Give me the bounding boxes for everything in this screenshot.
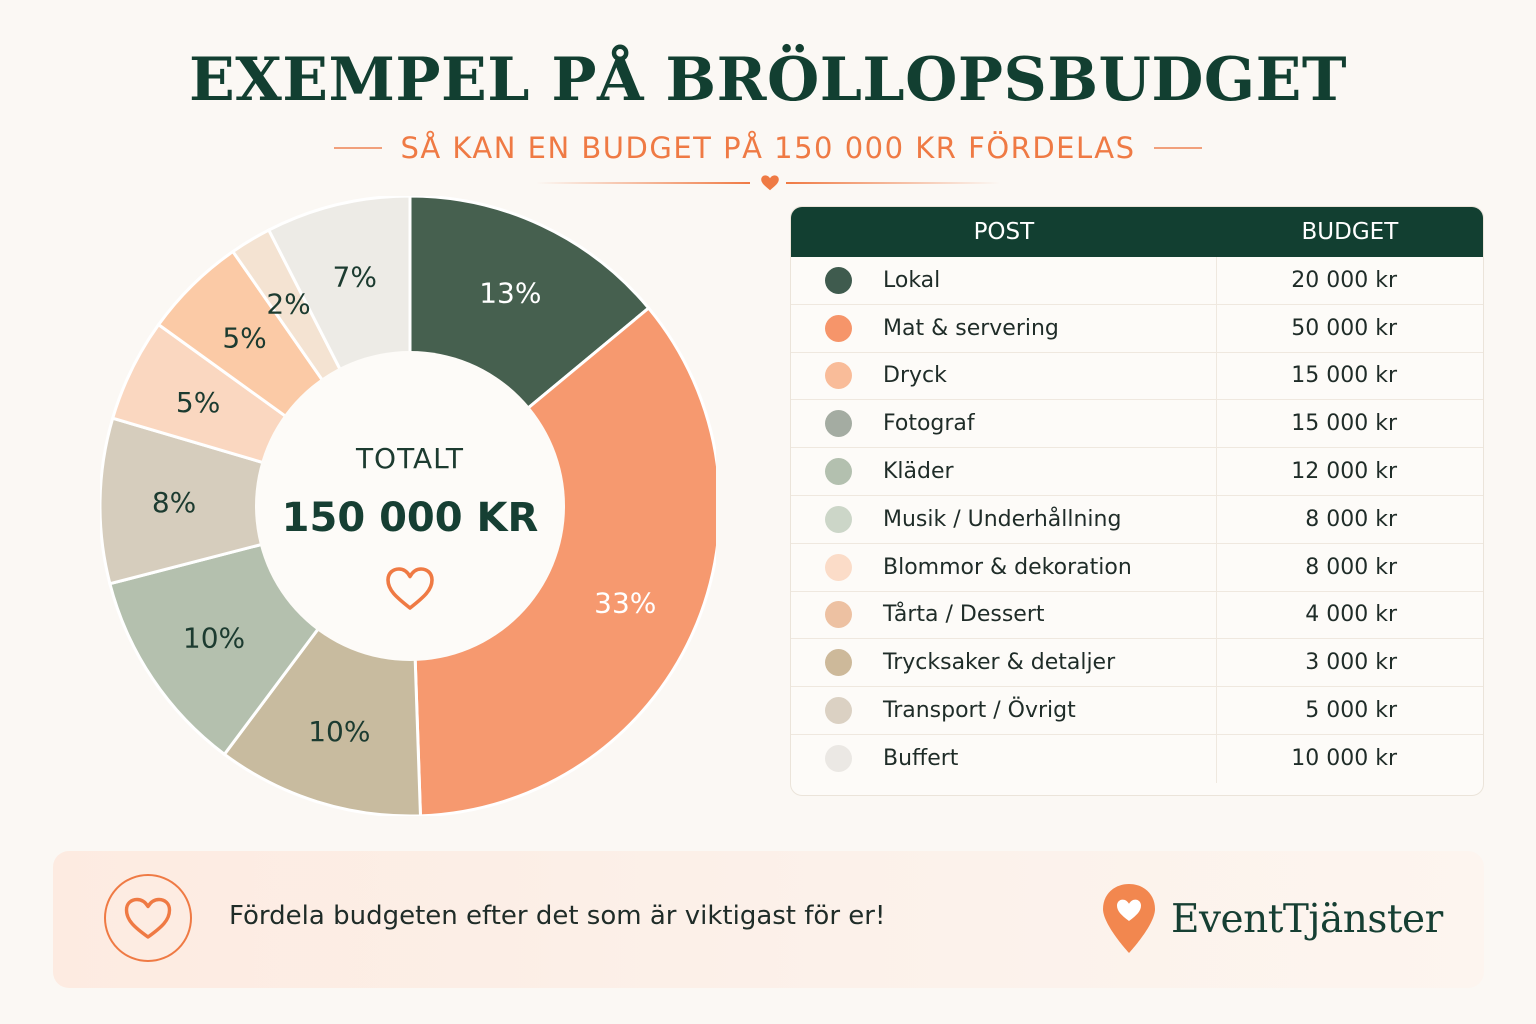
color-dot	[825, 266, 852, 294]
post-label: Kläder	[883, 459, 954, 485]
post-cell: Fotograf	[791, 400, 1217, 448]
budget-amount: 10 000 kr	[1291, 746, 1397, 772]
post-cell: Mat & servering	[791, 304, 1217, 352]
table-header: POST BUDGET	[791, 207, 1483, 257]
color-dot	[825, 553, 852, 581]
slice-percent-label: 2%	[266, 288, 310, 321]
post-label: Transport / Övrigt	[883, 698, 1076, 724]
color-dot	[825, 745, 852, 773]
table-row: Mat & servering 50 000 kr	[791, 304, 1483, 353]
table-row: Blommor & dekoration 8 000 kr	[791, 543, 1483, 592]
table-row: Kläder 12 000 kr	[791, 448, 1483, 496]
budget-amount: 15 000 kr	[1291, 411, 1397, 437]
post-cell: Dryck	[791, 352, 1217, 400]
budget-donut-chart: 13%33%10%10%8%5%5%2%7% TOTALT 150 000 KR	[100, 196, 716, 816]
table-body: Lokal 20 000 kr Mat & servering 50 000 k…	[791, 257, 1483, 783]
budget-amount: 3 000 kr	[1305, 650, 1397, 676]
post-label: Buffert	[883, 746, 959, 772]
post-cell: Kläder	[791, 448, 1217, 495]
budget-amount: 15 000 kr	[1291, 363, 1397, 389]
subtitle-line-right	[1153, 147, 1202, 149]
center-label: TOTALT	[355, 442, 464, 475]
color-dot	[825, 458, 852, 486]
post-label: Dryck	[883, 363, 947, 389]
table-row: Fotograf 15 000 kr	[791, 400, 1483, 449]
subtitle-line-left	[334, 147, 383, 149]
brand-logo: EventTjänster	[1099, 879, 1443, 959]
budget-amount: 4 000 kr	[1305, 602, 1397, 628]
page-title: EXEMPEL PÅ BRÖLLOPSBUDGET	[188, 45, 1348, 115]
slice-percent-label: 13%	[479, 276, 541, 309]
heart-icon	[124, 897, 172, 939]
slice-percent-label: 10%	[183, 622, 245, 655]
post-cell: Tårta / Dessert	[791, 591, 1217, 639]
color-dot	[825, 649, 852, 677]
post-label: Blommor & dekoration	[883, 554, 1132, 580]
heart-icon	[386, 567, 434, 610]
table-row: Dryck 15 000 kr	[791, 352, 1483, 401]
slice-percent-label: 5%	[222, 322, 266, 355]
donut-slice	[408, 305, 716, 816]
color-dot	[825, 697, 852, 725]
heart-icon	[761, 175, 779, 191]
post-label: Lokal	[883, 267, 941, 293]
footer-tagline: Fördela budgeten efter det som är viktig…	[229, 901, 886, 931]
post-cell: Blommor & dekoration	[791, 543, 1217, 591]
budget-amount: 8 000 kr	[1305, 506, 1397, 532]
color-dot	[825, 410, 852, 438]
donut-center	[255, 351, 565, 661]
color-dot	[825, 314, 852, 342]
budget-amount: 12 000 kr	[1291, 459, 1397, 485]
budget-amount: 8 000 kr	[1305, 554, 1397, 580]
color-dot	[825, 505, 852, 533]
post-cell: Trycksaker & detaljer	[791, 639, 1217, 687]
slice-percent-label: 10%	[308, 715, 370, 748]
table-row: Tårta / Dessert 4 000 kr	[791, 591, 1483, 640]
budget-amount: 20 000 kr	[1291, 267, 1397, 293]
budget-table: POST BUDGET Lokal 20 000 kr Mat & server…	[790, 206, 1484, 796]
post-label: Tårta / Dessert	[883, 602, 1045, 628]
slice-percent-label: 8%	[152, 486, 196, 519]
slice-percent-label: 5%	[176, 386, 220, 419]
donut-slice	[100, 416, 416, 586]
footer-heart-badge	[104, 874, 192, 962]
budget-amount: 5 000 kr	[1305, 698, 1397, 724]
color-dot	[825, 601, 852, 629]
budget-amount: 50 000 kr	[1291, 315, 1397, 341]
divider-line-left	[536, 182, 750, 184]
color-dot	[825, 362, 852, 390]
subtitle-row: SÅ KAN EN BUDGET PÅ 150 000 KR FÖRDELAS	[0, 126, 1536, 170]
table-row: Musik / Underhållning 8 000 kr	[791, 495, 1483, 544]
divider-line-right	[786, 182, 1000, 184]
post-label: Trycksaker & detaljer	[883, 650, 1116, 676]
heart-divider	[536, 175, 1000, 191]
table-row: Trycksaker & detaljer 3 000 kr	[791, 639, 1483, 688]
footer-banner: Fördela budgeten efter det som är viktig…	[53, 851, 1484, 988]
post-label: Mat & servering	[883, 315, 1059, 341]
post-label: Musik / Underhållning	[883, 506, 1122, 532]
post-cell: Musik / Underhållning	[791, 495, 1217, 543]
table-row: Lokal 20 000 kr	[791, 257, 1483, 305]
table-row: Transport / Övrigt 5 000 kr	[791, 687, 1483, 735]
post-cell: Buffert	[791, 734, 1217, 783]
table-row: Buffert 10 000 kr	[791, 734, 1483, 783]
slice-percent-label: 33%	[594, 587, 656, 620]
brand-name: EventTjänster	[1171, 896, 1443, 942]
center-total-value: 150 000 KR	[282, 495, 539, 541]
page-subtitle: SÅ KAN EN BUDGET PÅ 150 000 KR FÖRDELAS	[400, 131, 1136, 165]
post-cell: Lokal	[791, 257, 1217, 304]
column-header-budget: BUDGET	[1301, 219, 1399, 245]
post-label: Fotograf	[883, 411, 975, 437]
location-pin-heart-icon	[1103, 884, 1155, 953]
slice-labels: 13%33%10%10%8%5%5%2%7%	[152, 261, 657, 749]
slice-percent-label: 7%	[333, 261, 377, 294]
post-cell: Transport / Övrigt	[791, 687, 1217, 734]
column-header-post: POST	[973, 219, 1035, 245]
